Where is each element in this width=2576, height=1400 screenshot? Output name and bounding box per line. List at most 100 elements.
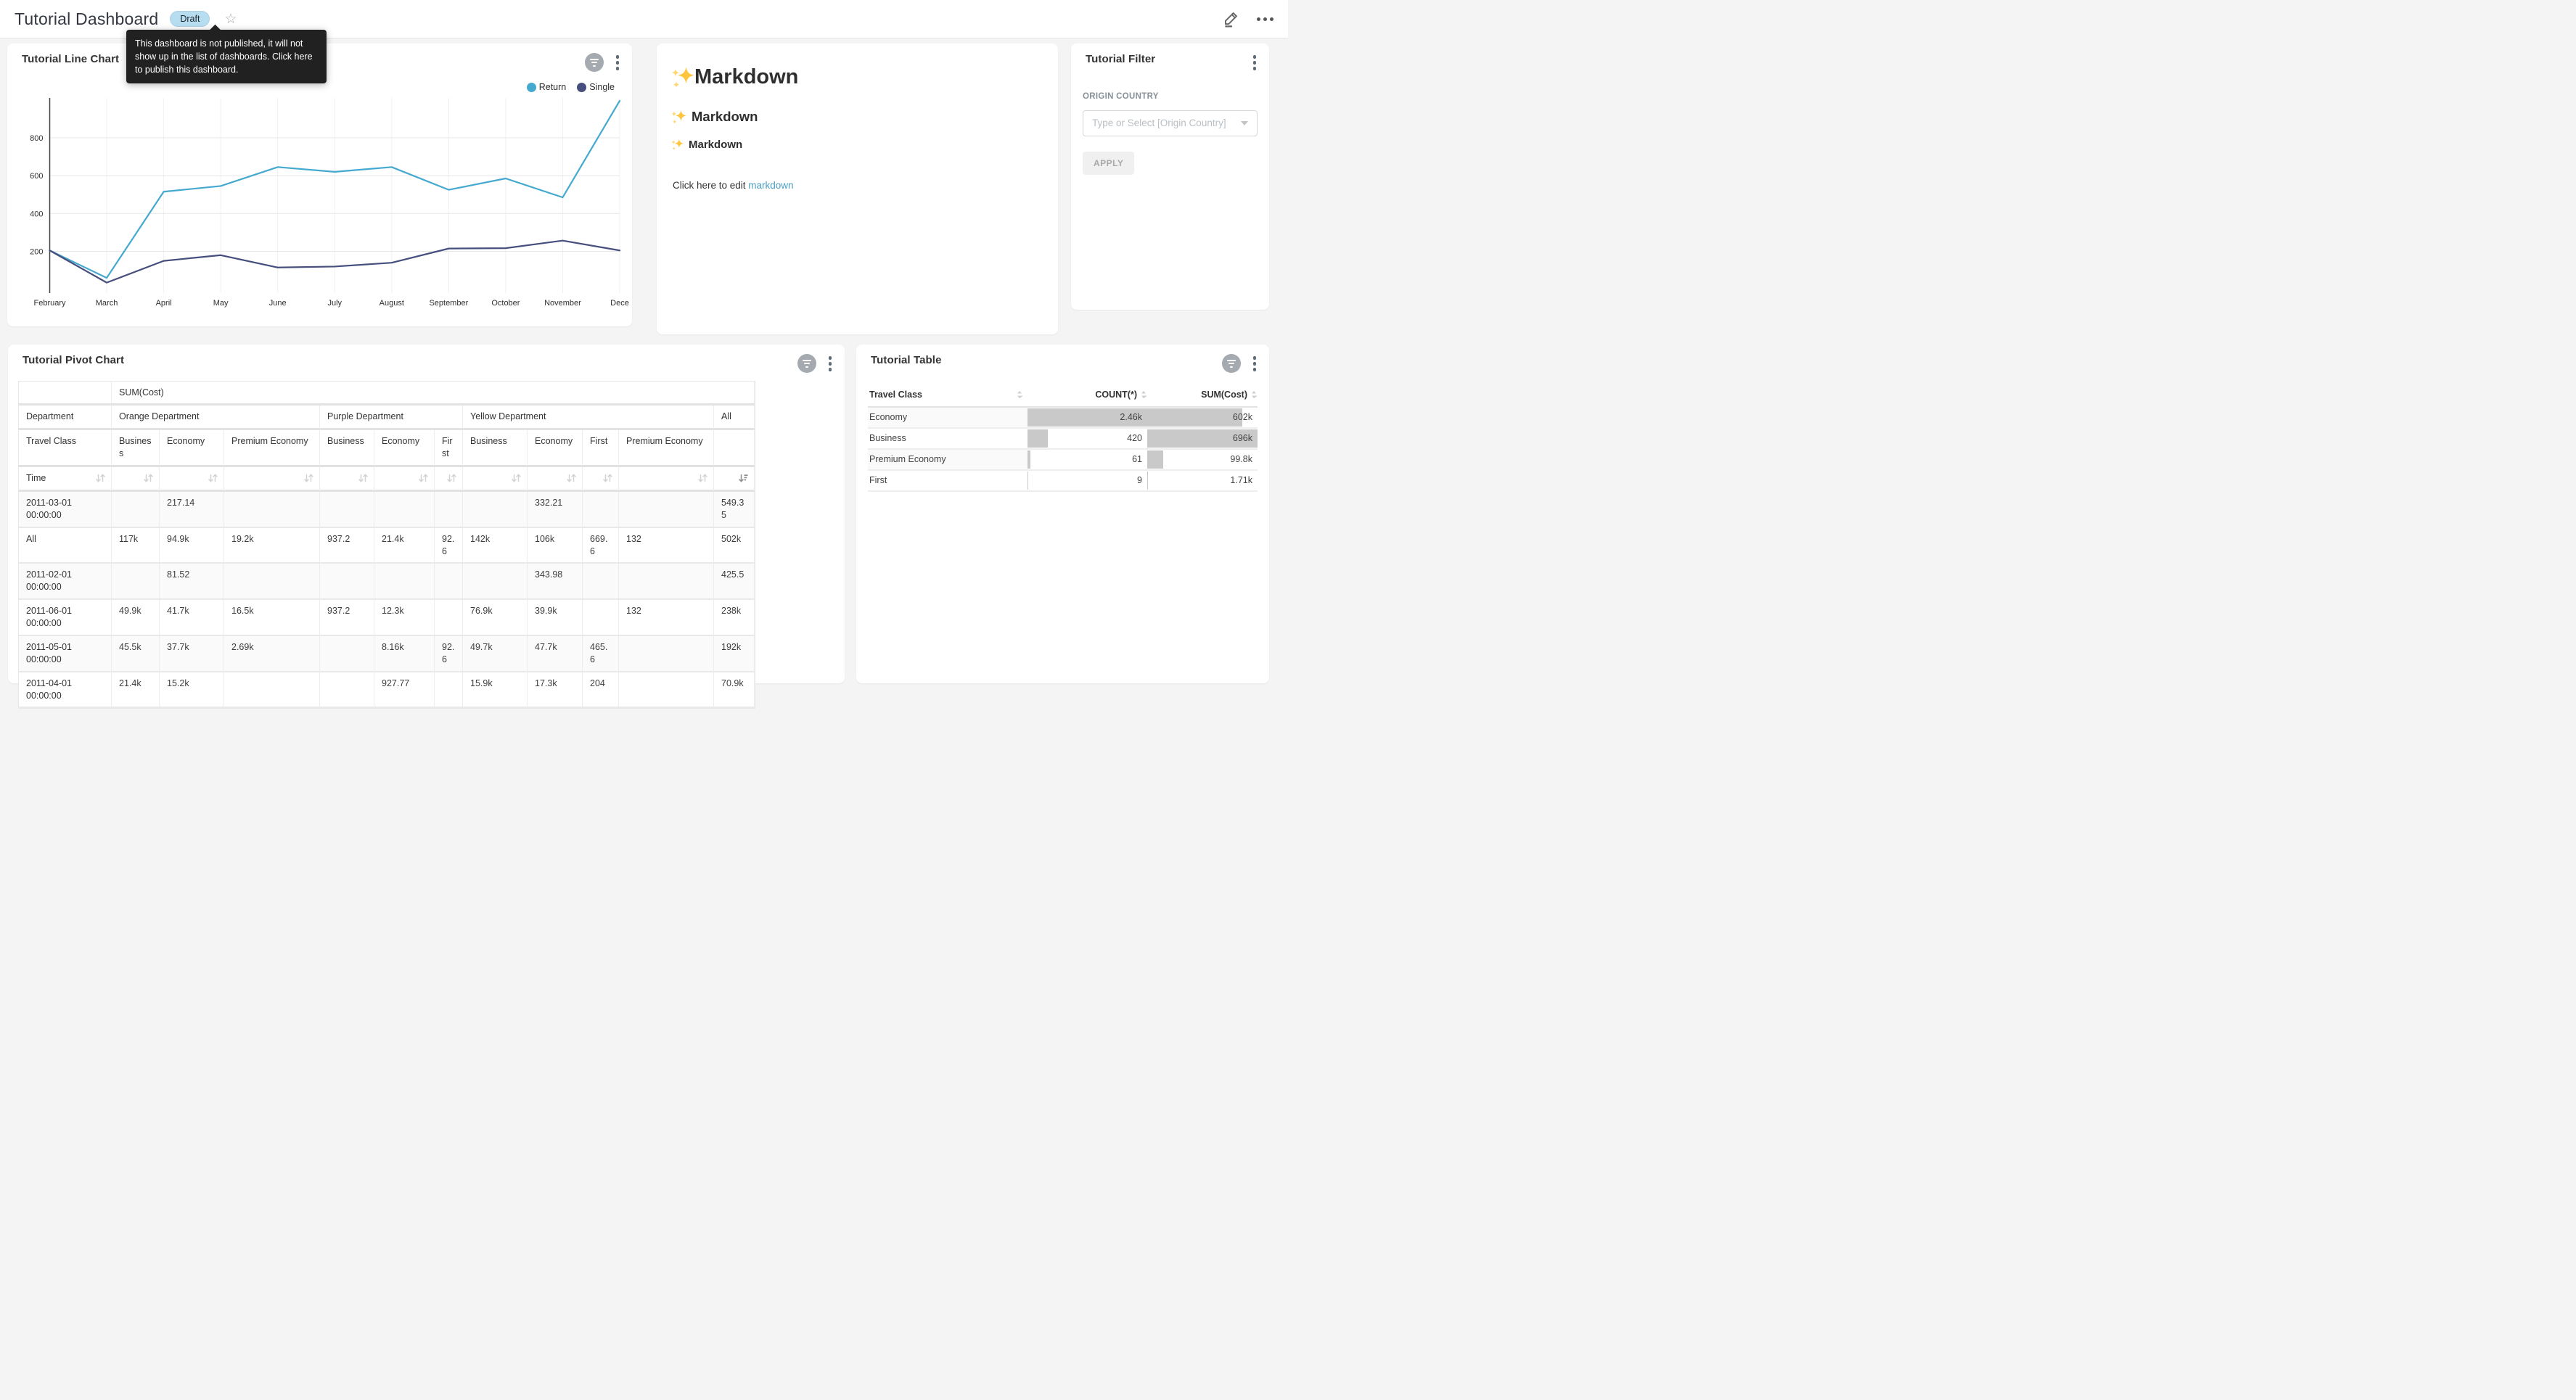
status-badge[interactable]: Draft (170, 10, 210, 28)
sort-arrows-icon[interactable] (143, 473, 154, 483)
pivot-sort-cell[interactable] (528, 467, 583, 492)
x-tick-label: February (33, 299, 66, 308)
pivot-time-header[interactable]: Time (19, 467, 112, 492)
sparkles-icon (671, 110, 686, 124)
pivot-cell: 132 (619, 600, 714, 636)
pivot-row: 2011-04-01 00:00:00 21.4k 15.2k 927.77 15.9k… (19, 672, 755, 709)
legend-label: Return (538, 82, 567, 92)
sum-bar (1147, 408, 1243, 427)
column-sort-caret[interactable] (1140, 390, 1147, 399)
pivot-sort-cell[interactable] (463, 467, 528, 492)
pivot-cell: 21.4k (112, 672, 160, 709)
pivot-cell (583, 491, 619, 528)
line-chart-title: Tutorial Line Chart (22, 53, 120, 65)
sum-bar (1147, 450, 1163, 469)
pivot-table: SUM(Cost) Department Orange Department Purp… (18, 380, 756, 709)
legend-item-return[interactable]: Return (526, 82, 567, 92)
pivot-metric-label: SUM(Cost) (112, 381, 755, 406)
pivot-cell: 117k (112, 527, 160, 564)
kebab-menu-icon[interactable] (826, 354, 835, 374)
pivot-sort-cell[interactable] (374, 467, 435, 492)
pivot-cell: 142k (463, 527, 528, 564)
pivot-sort-cell[interactable] (160, 467, 224, 492)
sort-arrows-icon[interactable] (446, 473, 457, 483)
legend-dot-return (526, 82, 536, 92)
pivot-class-header: Business (320, 430, 374, 467)
pivot-sort-cell[interactable] (435, 467, 463, 492)
sort-arrows-icon[interactable] (697, 473, 708, 483)
legend-item-single[interactable]: Single (577, 82, 615, 92)
sort-arrows-icon[interactable] (208, 473, 218, 483)
pivot-cell: 106k (528, 527, 583, 564)
pivot-sort-cell[interactable] (619, 467, 714, 492)
column-sort-caret[interactable] (1016, 390, 1023, 399)
kebab-menu-icon[interactable] (1250, 354, 1260, 374)
pivot-sort-cell[interactable] (714, 467, 755, 492)
markdown-h2: Markdown (671, 109, 1041, 125)
pivot-sort-cell[interactable] (583, 467, 619, 492)
sum-bar (1147, 429, 1258, 448)
pivot-cell: 17.3k (528, 672, 583, 709)
favorite-star-icon[interactable]: ☆ (224, 11, 237, 27)
panel-filter: Tutorial Filter ORIGIN COUNTRY Type or S… (1071, 44, 1269, 310)
y-tick-label: 400 (30, 210, 43, 218)
pivot-class-header: Economy (160, 430, 224, 467)
line-series-single[interactable] (49, 239, 621, 284)
edit-pencil-icon[interactable] (1223, 10, 1239, 28)
x-tick-label: April (156, 299, 172, 308)
pivot-cell (619, 635, 714, 672)
table-header-sum[interactable]: SUM(Cost) (1147, 390, 1258, 400)
pivot-sort-cell[interactable] (112, 467, 160, 492)
filter-applied-icon[interactable] (1221, 354, 1241, 374)
panel-line-chart: Tutorial Line Chart Return Single 200 400… (7, 44, 632, 326)
sort-arrows-icon[interactable] (95, 473, 106, 483)
table-title: Tutorial Table (871, 354, 942, 366)
more-menu-icon[interactable] (1257, 17, 1273, 21)
pivot-cell (435, 672, 463, 709)
page-title: Tutorial Dashboard (15, 9, 159, 28)
column-sort-caret[interactable] (1250, 390, 1258, 399)
pivot-cell: 2.69k (224, 635, 320, 672)
sort-arrows-icon[interactable] (566, 473, 577, 483)
kebab-menu-icon[interactable] (613, 53, 623, 73)
line-chart-svg[interactable]: 200 400 600 800 February March April May June Jul… (7, 44, 632, 326)
kebab-menu-icon[interactable] (1250, 53, 1260, 73)
origin-country-select[interactable]: Type or Select [Origin Country] (1083, 110, 1258, 136)
pivot-cell: 217.14 (160, 491, 224, 528)
pivot-table-container: SUM(Cost) Department Orange Department Purp… (18, 380, 845, 709)
sparkles-icon (671, 66, 694, 88)
sort-arrows-icon[interactable] (602, 473, 613, 483)
pivot-cell (463, 564, 528, 601)
pivot-cell: 19.2k (224, 527, 320, 564)
data-table-container: Travel Class COUNT(*) SUM(Cost) Economy 2.46… (868, 384, 1258, 492)
count-bar (1027, 429, 1049, 448)
pivot-cell: 332.21 (528, 491, 583, 528)
pivot-cell: 192k (714, 635, 755, 672)
filter-applied-icon[interactable] (797, 354, 816, 374)
line-series-return[interactable] (49, 99, 621, 279)
markdown-edit-link[interactable]: markdown (748, 180, 794, 191)
sort-descending-icon[interactable] (738, 473, 749, 483)
pivot-cell (583, 564, 619, 601)
chevron-down-icon (1241, 120, 1248, 125)
sort-arrows-icon[interactable] (303, 473, 314, 483)
pivot-cell (619, 672, 714, 709)
table-header-count[interactable]: COUNT(*) (1027, 390, 1147, 400)
sort-arrows-icon[interactable] (358, 473, 369, 483)
pivot-class-header (714, 430, 755, 467)
pivot-cell: 49.7k (463, 635, 528, 672)
table-header-travel-class[interactable]: Travel Class (868, 390, 1027, 400)
sort-arrows-icon[interactable] (511, 473, 522, 483)
publish-tooltip[interactable]: This dashboard is not published, it will… (126, 24, 327, 84)
pivot-cell: 49.9k (112, 600, 160, 636)
pivot-sort-cell[interactable] (224, 467, 320, 492)
sort-arrows-icon[interactable] (418, 473, 429, 483)
pivot-cell: 37.7k (160, 635, 224, 672)
panel-pivot-chart: Tutorial Pivot Chart SUM(Cost) Department… (8, 345, 845, 709)
filter-applied-icon[interactable] (584, 53, 604, 73)
apply-button[interactable]: APPLY (1083, 151, 1135, 175)
pivot-cell: 549.35 (714, 491, 755, 528)
pivot-sort-cell[interactable] (320, 467, 374, 492)
count-bar (1027, 450, 1031, 469)
pivot-department-header: Department (19, 405, 112, 431)
